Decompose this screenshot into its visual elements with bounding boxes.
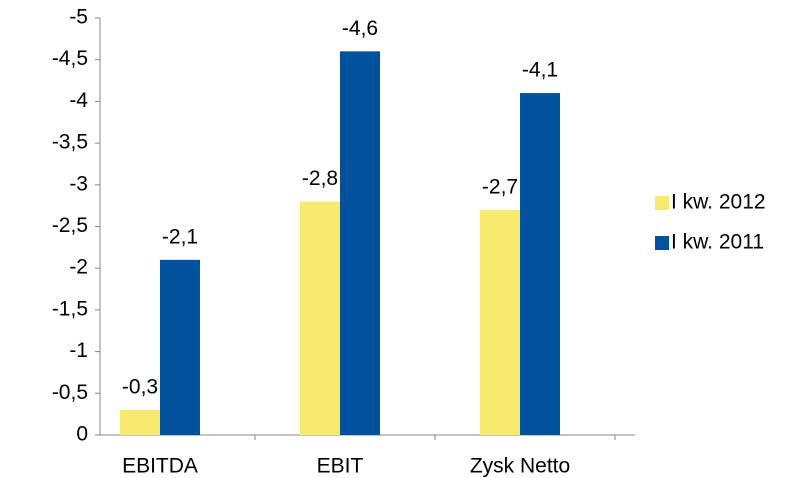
legend-swatch (655, 236, 669, 250)
value-label: -2,8 (302, 167, 338, 190)
bar (160, 259, 200, 435)
x-tick-label: EBITDA (122, 455, 198, 478)
bar (340, 51, 380, 436)
y-tick-label: -3,5 (52, 131, 88, 154)
y-tick-label: -1,5 (52, 297, 88, 320)
y-tick-label: -1 (69, 339, 88, 362)
y-tick-label: 0 (76, 423, 88, 446)
y-tick-label: -3 (69, 172, 88, 195)
bar (300, 201, 340, 435)
x-tick-label: EBIT (317, 455, 364, 478)
value-label: -4,1 (522, 59, 558, 82)
y-tick-label: -0,5 (52, 381, 88, 404)
legend-label: I kw. 2012 (671, 191, 766, 214)
y-tick-label: -2,5 (52, 214, 88, 237)
y-tick-label: -4 (69, 89, 88, 112)
value-label: -2,1 (162, 225, 198, 248)
value-label: -0,3 (122, 376, 158, 399)
bar (520, 93, 560, 435)
bar (120, 409, 160, 435)
legend-label: I kw. 2011 (671, 231, 764, 254)
value-label: -2,7 (482, 175, 518, 198)
y-tick-label: -4,5 (52, 47, 88, 70)
bar (480, 209, 520, 435)
y-tick-label: -5 (69, 6, 88, 29)
x-tick-label: Zysk Netto (470, 455, 570, 478)
value-label: -4,6 (342, 17, 378, 40)
legend-swatch (655, 196, 669, 210)
y-tick-label: -2 (69, 256, 88, 279)
